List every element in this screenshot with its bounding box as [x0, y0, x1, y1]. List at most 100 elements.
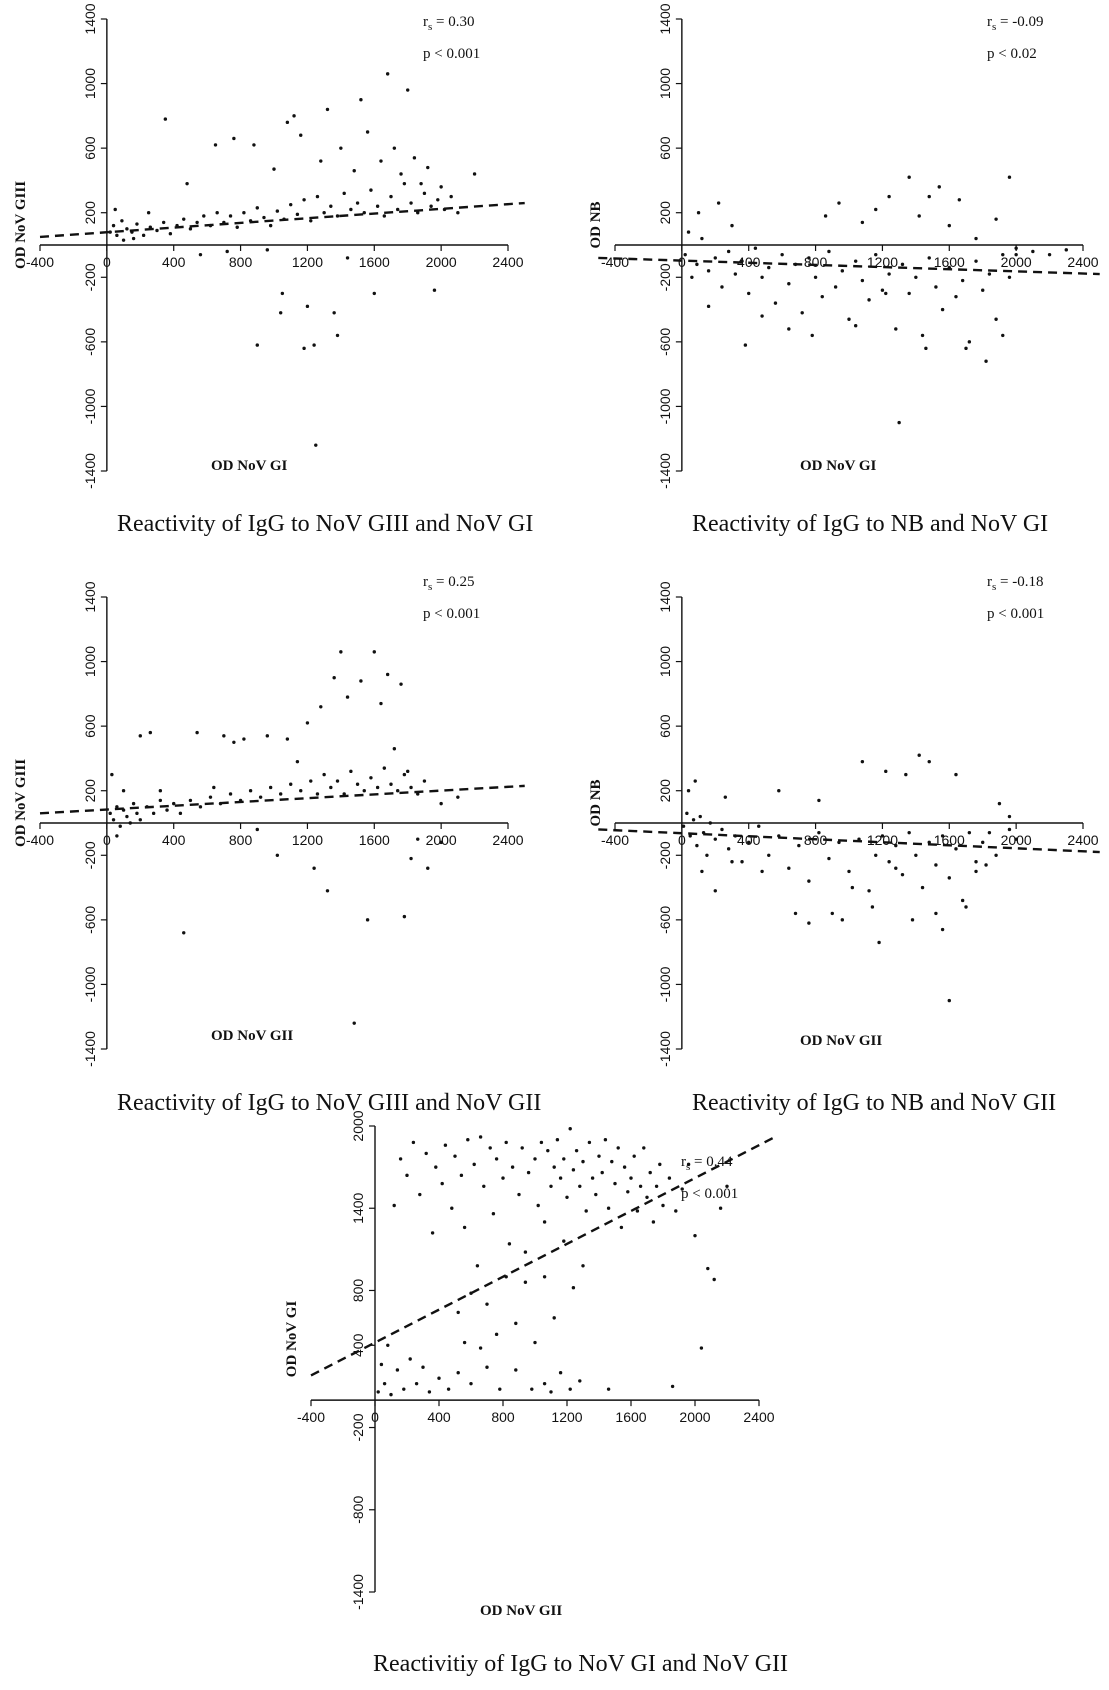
data-point: [398, 1157, 403, 1161]
data-point: [510, 1165, 515, 1169]
data-point: [713, 837, 717, 841]
data-point: [421, 1365, 425, 1369]
data-point: [837, 201, 841, 205]
x-tick-label: 400: [737, 832, 761, 848]
data-point: [695, 843, 699, 848]
data-point: [268, 785, 273, 790]
data-point: [533, 1340, 537, 1345]
data-point: [494, 1332, 499, 1337]
x-tick-label: 2400: [1067, 254, 1098, 270]
data-point: [813, 275, 818, 279]
y-tick-label: 1000: [657, 68, 673, 99]
data-point: [1007, 827, 1012, 832]
data-point: [581, 1159, 585, 1164]
y-tick-label: -200: [657, 841, 673, 869]
data-point: [723, 795, 728, 799]
y-tick-label: 1000: [657, 646, 673, 677]
x-tick-label: 1600: [615, 1409, 646, 1425]
data-point: [887, 272, 891, 276]
data-point: [235, 225, 239, 229]
data-point: [215, 211, 219, 215]
data-point: [365, 918, 370, 922]
data-point: [212, 785, 216, 790]
data-point: [225, 249, 229, 254]
data-point: [248, 789, 253, 793]
y-tick-label: 1400: [350, 1192, 366, 1223]
data-point: [997, 801, 1002, 806]
p-value-label: p < 0.02: [987, 46, 1037, 62]
data-point: [940, 834, 945, 838]
data-point: [355, 201, 360, 205]
data-point: [667, 1176, 672, 1180]
data-point: [897, 420, 901, 425]
data-point: [369, 188, 373, 192]
x-tick-label: 2400: [492, 254, 523, 270]
data-point: [626, 1190, 630, 1194]
y-tick-label: -1400: [350, 1574, 366, 1610]
data-point: [335, 779, 340, 783]
regression-line: [598, 828, 1100, 854]
data-point: [787, 866, 791, 870]
data-point: [927, 256, 931, 260]
data-point: [616, 1146, 620, 1150]
data-point: [1014, 252, 1018, 257]
data-point: [680, 1187, 684, 1191]
data-point: [389, 194, 393, 199]
data-point: [443, 1143, 448, 1147]
data-point: [422, 779, 427, 783]
y-tick-label: -200: [82, 263, 98, 291]
data-point: [981, 288, 985, 292]
x-tick-label: 1600: [359, 832, 390, 848]
data-point: [332, 676, 336, 680]
x-tick-label: 2400: [743, 1409, 774, 1425]
y-tick-label: -1000: [82, 388, 98, 424]
data-point: [947, 998, 951, 1003]
data-point: [777, 789, 781, 793]
data-point: [436, 198, 440, 202]
data-point: [148, 730, 153, 735]
data-point: [138, 734, 142, 738]
data-point: [375, 785, 380, 790]
data-point: [708, 821, 712, 825]
data-point: [285, 737, 290, 741]
x-tick-label: 0: [371, 1409, 379, 1425]
data-point: [295, 759, 300, 764]
data-point: [280, 291, 285, 296]
data-point: [840, 918, 845, 922]
data-point: [638, 1184, 643, 1189]
y-tick-label: 600: [82, 136, 98, 160]
data-point: [552, 1165, 556, 1169]
data-point: [894, 327, 898, 331]
data-point: [198, 252, 203, 257]
data-point: [514, 1321, 518, 1326]
data-point: [767, 853, 771, 857]
data-point: [847, 317, 851, 321]
data-point: [412, 156, 417, 160]
data-point: [365, 130, 370, 134]
data-point: [108, 230, 112, 234]
data-point: [1064, 248, 1068, 252]
data-point: [406, 88, 410, 92]
x-tick-label: -400: [26, 832, 54, 848]
data-point: [994, 317, 998, 321]
data-point: [309, 219, 313, 223]
data-point: [121, 789, 126, 793]
x-tick-label: 2400: [1067, 832, 1098, 848]
data-point: [408, 1357, 412, 1361]
data-point: [860, 759, 865, 764]
data-point: [414, 1381, 419, 1386]
p-value-label: p < 0.001: [423, 46, 480, 62]
data-point: [827, 856, 831, 861]
data-point: [289, 202, 293, 207]
data-point: [549, 1184, 553, 1189]
data-point: [507, 1242, 512, 1246]
data-point: [606, 1387, 611, 1391]
data-point: [964, 905, 968, 909]
regression-line: [598, 256, 1100, 276]
data-point: [115, 834, 119, 838]
data-point: [706, 269, 711, 273]
data-point: [482, 1184, 486, 1189]
data-point: [860, 220, 865, 225]
data-point: [161, 220, 166, 225]
